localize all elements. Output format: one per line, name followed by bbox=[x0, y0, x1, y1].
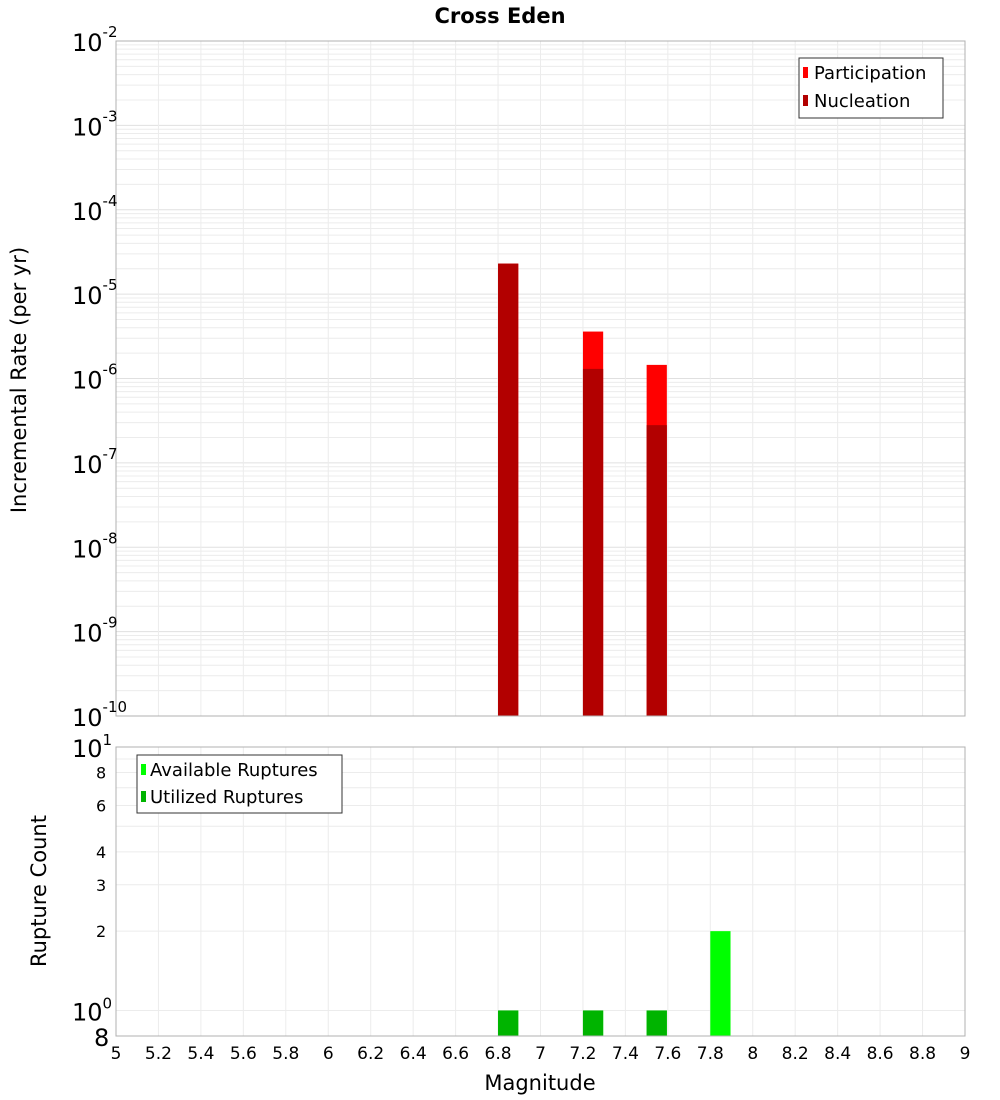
y-tick-label: 2 bbox=[96, 922, 106, 941]
legend-label: Nucleation bbox=[814, 91, 910, 112]
bottom-plot-border bbox=[115, 746, 966, 1037]
bar-utilized-ruptures bbox=[646, 1010, 667, 1036]
y-tick-label: 101 bbox=[72, 731, 112, 763]
x-tick-label: 6.8 bbox=[485, 1044, 512, 1064]
y-tick-label: 10-10 bbox=[72, 698, 127, 732]
legend-swatch bbox=[141, 791, 146, 802]
x-tick-label: 6.4 bbox=[400, 1044, 427, 1064]
x-tick-label: 9 bbox=[960, 1044, 971, 1064]
legend-swatch bbox=[803, 67, 808, 78]
x-tick-label: 5 bbox=[111, 1044, 122, 1064]
y-tick-label: 10-9 bbox=[72, 614, 118, 648]
legend-swatch bbox=[803, 95, 808, 106]
x-tick-label: 5.8 bbox=[272, 1044, 299, 1064]
y-tick-label: 4 bbox=[96, 843, 106, 862]
bar-utilized-ruptures bbox=[498, 1010, 519, 1036]
x-tick-label: 5.2 bbox=[145, 1044, 172, 1064]
x-tick-label: 7.6 bbox=[654, 1044, 681, 1064]
y-axis-label-bottom: Rupture Count bbox=[27, 815, 51, 967]
legend-label: Utilized Ruptures bbox=[150, 787, 303, 808]
x-tick-label: 5.4 bbox=[187, 1044, 214, 1064]
x-tick-label: 7.4 bbox=[612, 1044, 639, 1064]
y-tick-label: 10-7 bbox=[72, 445, 118, 479]
x-tick-label: 5.6 bbox=[230, 1044, 257, 1064]
y-tick-label: 3 bbox=[96, 876, 106, 895]
y-tick-label: 10-4 bbox=[72, 192, 118, 226]
bar-available-ruptures bbox=[710, 931, 731, 1036]
x-tick-label: 6.2 bbox=[357, 1044, 384, 1064]
legend bbox=[798, 57, 944, 119]
x-tick-label: 6 bbox=[323, 1044, 334, 1064]
legend-bottom bbox=[136, 754, 343, 814]
chart-title: Cross Eden bbox=[434, 4, 565, 28]
top-plot-border bbox=[115, 40, 966, 717]
x-tick-label: 7.2 bbox=[569, 1044, 596, 1064]
x-tick-label: 6.6 bbox=[442, 1044, 469, 1064]
x-axis-label: Magnitude bbox=[484, 1071, 595, 1095]
y-tick-label: 10-6 bbox=[72, 361, 118, 395]
x-tick-label: 8 bbox=[747, 1044, 758, 1064]
x-tick-label: 8.4 bbox=[824, 1044, 851, 1064]
y-tick-label: 8 bbox=[96, 764, 106, 783]
y-tick-label: 10-3 bbox=[72, 107, 118, 141]
y-axis-label: Incremental Rate (per yr) bbox=[7, 247, 31, 513]
y-tick-label: 8 bbox=[94, 1024, 109, 1052]
y-tick-label: 10-8 bbox=[72, 529, 118, 563]
x-tick-label: 7 bbox=[535, 1044, 546, 1064]
x-tick-label: 8.2 bbox=[782, 1044, 809, 1064]
y-tick-label: 6 bbox=[96, 796, 106, 815]
bar-nucleation bbox=[498, 263, 519, 716]
y-tick-label: 10-5 bbox=[72, 276, 118, 310]
legend-label: Available Ruptures bbox=[150, 760, 318, 781]
x-tick-label: 8.6 bbox=[867, 1044, 894, 1064]
x-tick-label: 7.8 bbox=[697, 1044, 724, 1064]
bar-nucleation bbox=[582, 368, 604, 716]
legend-swatch bbox=[141, 764, 146, 775]
y-tick-label: 10-2 bbox=[72, 23, 118, 57]
bar-utilized-ruptures bbox=[582, 1010, 604, 1036]
bar-nucleation bbox=[646, 425, 667, 716]
legend-label: Participation bbox=[814, 63, 926, 84]
y-tick-label: 100 bbox=[72, 994, 112, 1026]
x-tick-label: 8.8 bbox=[909, 1044, 936, 1064]
